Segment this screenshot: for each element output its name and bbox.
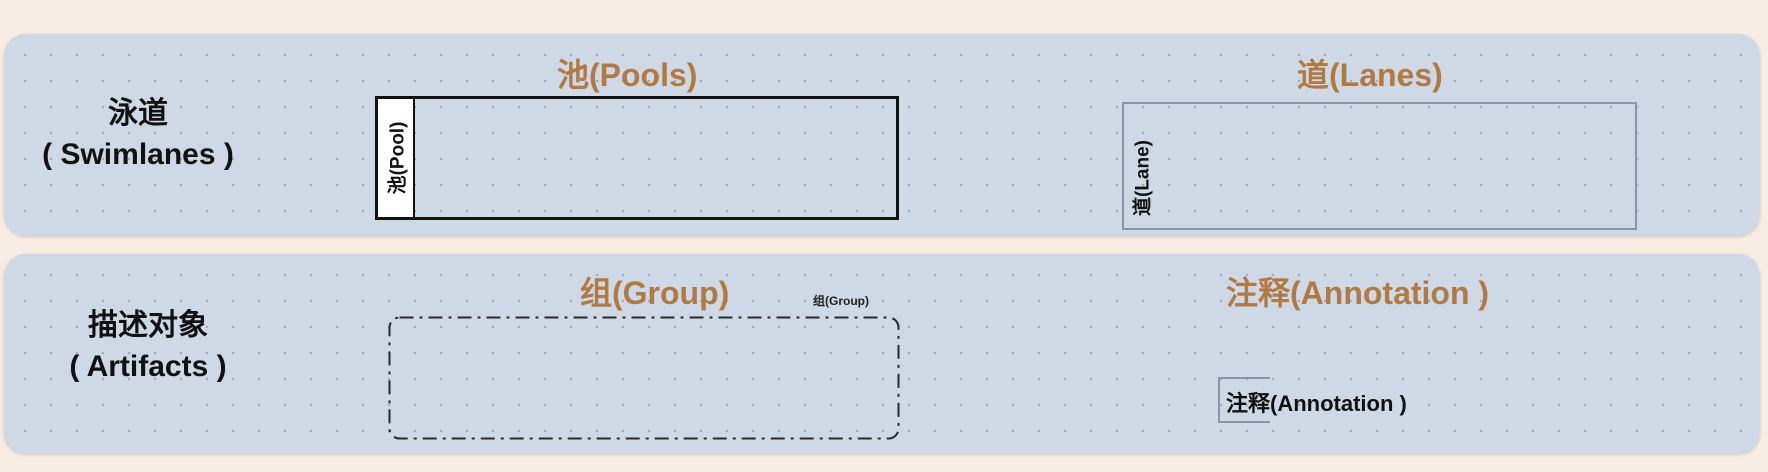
lanes-title: 道(Lanes)	[1297, 57, 1443, 93]
pool-shape[interactable]: 池(Pool)	[375, 96, 899, 220]
artifacts-panel	[4, 254, 1760, 454]
group-shape-label: 组(Group)	[813, 294, 869, 308]
pools-title: 池(Pools)	[557, 57, 698, 93]
artifacts-label-zh: 描述对象	[88, 309, 208, 342]
swimlanes-panel	[4, 34, 1760, 236]
artifacts-row-label: 描述对象 ( Artifacts )	[18, 306, 278, 387]
group-title: 组(Group)	[580, 275, 730, 311]
annotation-shape-label: 注释(Annotation )	[1226, 391, 1407, 416]
artifacts-label-en: ( Artifacts )	[69, 349, 227, 383]
pool-header: 池(Pool)	[378, 99, 415, 217]
annotation-bracket[interactable]	[1218, 377, 1270, 423]
group-shape[interactable]	[388, 316, 900, 440]
swimlanes-label-zh: 泳道	[108, 97, 168, 130]
lane-shape[interactable]: 道(Lane)	[1122, 102, 1637, 230]
annotation-title: 注释(Annotation )	[1226, 275, 1490, 311]
swimlanes-row-label: 泳道 ( Swimlanes )	[18, 94, 258, 175]
lane-header: 道(Lane)	[1124, 104, 1158, 228]
pool-shape-label: 池(Pool)	[387, 121, 408, 195]
swimlanes-label-en: ( Swimlanes )	[42, 137, 234, 171]
lane-shape-label: 道(Lane)	[1132, 140, 1154, 217]
